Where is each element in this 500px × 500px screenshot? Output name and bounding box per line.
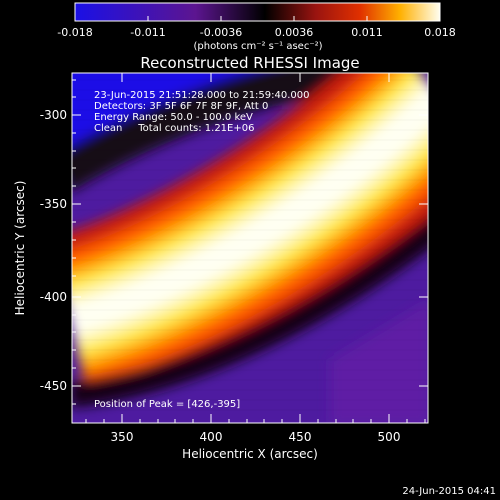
solar-image <box>72 73 428 423</box>
colorbar-gradient <box>74 2 441 22</box>
colorbar-tick: -0.011 <box>130 26 165 39</box>
colorbar-tick: 0.011 <box>351 26 383 39</box>
colorbar-tick: 0.018 <box>424 26 456 39</box>
peak-position: Position of Peak = [426,-395] <box>94 399 240 410</box>
y-tick-label: -350 <box>40 197 67 211</box>
colorbar-tick: -0.018 <box>57 26 92 39</box>
x-tick-label: 450 <box>289 430 312 444</box>
colorbar-tick: 0.0036 <box>275 26 314 39</box>
y-tick-label: -300 <box>40 108 67 122</box>
time-range: 23-Jun-2015 21:51:28.000 to 21:59:40.000 <box>94 90 310 101</box>
y-axis-label: Heliocentric Y (arcsec) <box>13 181 27 316</box>
observation-info: 23-Jun-2015 21:51:28.000 to 21:59:40.000… <box>94 90 310 410</box>
colorbar-tick: -0.0036 <box>200 26 242 39</box>
plot-frame <box>71 72 429 424</box>
clean-total-counts: Clean Total counts: 1.21E+06 <box>94 123 254 134</box>
energy-range: Energy Range: 50.0 - 100.0 keV <box>94 112 253 123</box>
x-tick-label: 400 <box>200 430 223 444</box>
x-tick-label: 350 <box>111 430 134 444</box>
x-tick-label: 500 <box>378 430 401 444</box>
plot-title: Reconstructed RHESSI Image <box>140 54 359 72</box>
colorbar: -0.018 -0.011 -0.0036 0.0036 0.011 0.018… <box>57 2 456 52</box>
axis-ticks <box>72 73 428 423</box>
render-timestamp: 24-Jun-2015 04:41 <box>402 486 496 497</box>
detectors: Detectors: 3F 5F 6F 7F 8F 9F, Att 0 <box>94 101 268 112</box>
colorbar-unit-label: (photons cm⁻² s⁻¹ asec⁻²) <box>193 41 322 52</box>
x-axis-label: Heliocentric X (arcsec) <box>182 447 318 461</box>
y-tick-label: -450 <box>40 379 67 393</box>
y-tick-label: -400 <box>40 290 67 304</box>
